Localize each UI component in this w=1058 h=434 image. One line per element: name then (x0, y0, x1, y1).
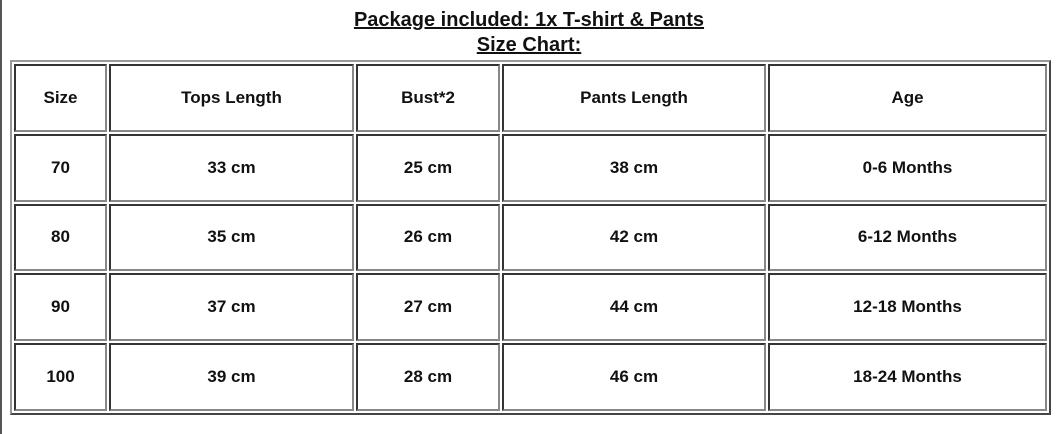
table-cell: 26 cm (356, 203, 500, 272)
size-chart-title: Size Chart: (476, 34, 582, 56)
table-cell: 42 cm (502, 203, 766, 272)
table-cell: 90 (14, 273, 107, 342)
column-header: Size (14, 64, 107, 132)
table-cell: 37 cm (109, 273, 354, 342)
size-chart-table: Size Tops Length Bust*2 Pants Length Age 70 33… (10, 60, 1051, 415)
table-cell: 6-12 Months (768, 203, 1047, 272)
table-cell: 27 cm (356, 273, 500, 342)
table-cell: 70 (14, 133, 107, 202)
table-cell: 46 cm (502, 343, 766, 411)
table-cell: 39 cm (109, 343, 354, 411)
page-title: Package included: 1x T-shirt & Pants (353, 9, 705, 31)
table-cell: 38 cm (502, 133, 766, 202)
column-header: Bust*2 (356, 64, 500, 132)
column-header: Tops Length (109, 64, 354, 132)
table-row: 70 33 cm 25 cm 38 cm 0-6 Months (14, 133, 1047, 202)
table-cell: 44 cm (502, 273, 766, 342)
table-cell: 25 cm (356, 133, 500, 202)
column-header: Age (768, 64, 1047, 132)
header-row: Size Tops Length Bust*2 Pants Length Age (14, 64, 1047, 132)
table-row: 80 35 cm 26 cm 42 cm 6-12 Months (14, 203, 1047, 272)
table-row: 100 39 cm 28 cm 46 cm 18-24 Months (14, 343, 1047, 411)
table-cell: 18-24 Months (768, 343, 1047, 411)
table-cell: 80 (14, 203, 107, 272)
table-cell: 12-18 Months (768, 273, 1047, 342)
left-border-line (0, 0, 2, 434)
table-cell: 100 (14, 343, 107, 411)
table-cell: 0-6 Months (768, 133, 1047, 202)
table-cell: 28 cm (356, 343, 500, 411)
table-row: 90 37 cm 27 cm 44 cm 12-18 Months (14, 273, 1047, 342)
table-cell: 35 cm (109, 203, 354, 272)
column-header: Pants Length (502, 64, 766, 132)
heading: Package included: 1x T-shirt & Pants Siz… (0, 8, 1058, 58)
table-cell: 33 cm (109, 133, 354, 202)
